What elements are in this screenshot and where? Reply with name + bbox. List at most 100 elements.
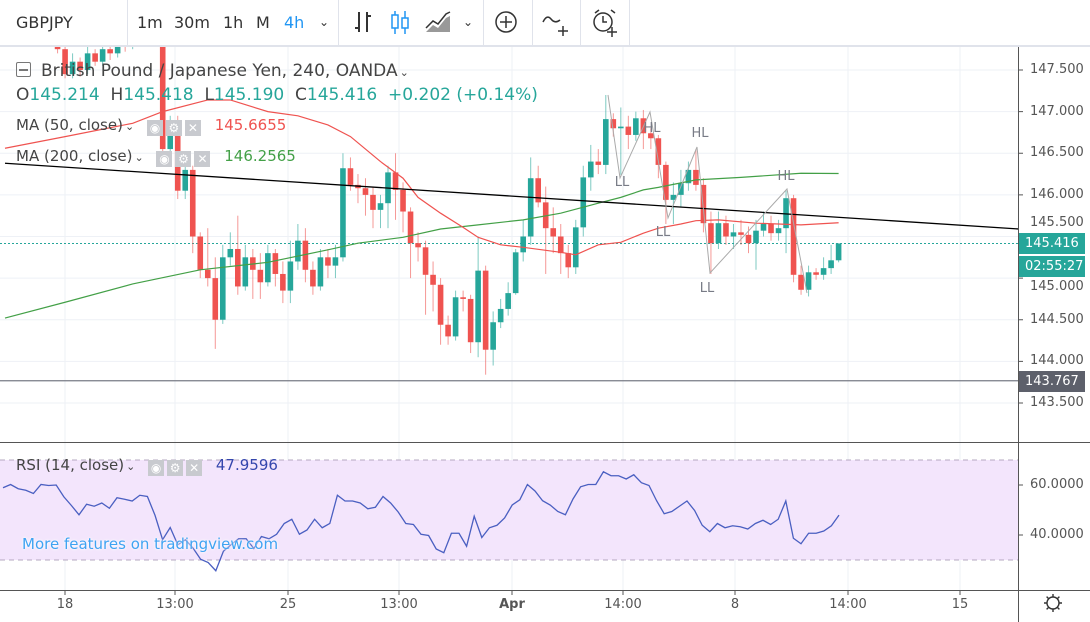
alert-clock-icon[interactable] [590,0,620,45]
settings-gear-icon[interactable] [1044,594,1062,612]
candle-up [670,194,677,200]
candle-down [708,223,714,244]
candle-down [655,138,662,165]
candle-down [738,232,744,235]
bars-icon[interactable] [352,0,374,45]
gear-icon[interactable]: ⚙ [165,120,182,136]
eye-icon[interactable]: ◉ [148,460,165,476]
rsi-legend: RSI (14, close) ⌄ ◉ ⚙ ✕ 47.9596 [16,456,278,476]
chevron-down-icon[interactable]: ⌄ [463,15,474,29]
candle-down [257,269,264,283]
ma200-value: 146.2565 [224,147,296,165]
rsi-line [2,470,840,572]
candle-up [167,124,174,150]
chevron-down-icon[interactable]: ⌄ [124,120,135,133]
price-tick-label: 147.000 [1030,103,1084,119]
pattern-labels: HL LL LL HL LL HL [615,121,796,296]
area-icon[interactable] [424,0,452,45]
chevron-down-icon[interactable]: ⌄ [319,15,330,29]
close-icon[interactable]: ✕ [186,460,203,476]
close-icon[interactable]: ✕ [184,120,201,136]
rsi-tick-label: 60.0000 [1030,477,1084,492]
rsi-label[interactable]: RSI (14, close) [16,456,125,474]
ma200-label[interactable]: MA (200, close) [16,147,133,165]
candle-down [92,53,98,62]
candle-up [618,126,624,129]
time-tick-label: 15 [951,597,969,612]
candle-up [99,49,106,62]
candle-up [783,198,789,229]
price-tick-label: 144.500 [1030,311,1084,327]
candle-down [430,274,436,285]
candle-down [407,211,414,244]
interval-M[interactable]: M [256,13,270,32]
interval-1m[interactable]: 1m [137,13,163,32]
gear-icon[interactable]: ⚙ [167,460,184,476]
candle-down [798,274,804,290]
chevron-down-icon[interactable]: ⌄ [134,151,144,164]
candle-up [730,232,737,237]
close-label: C [295,85,307,105]
candle-down [595,161,602,165]
rsi-tick-label: 40.0000 [1030,527,1084,542]
time-tick-label: 13:00 [156,597,194,612]
eye-icon[interactable]: ◉ [146,120,163,136]
candle-down [663,164,669,200]
candle-down [212,278,219,320]
ma50-value: 145.6655 [214,116,287,134]
candle-down [362,188,369,195]
ma50-line [4,99,839,256]
candle-up [828,260,834,269]
chevron-down-icon[interactable]: ⌄ [126,460,136,473]
gear-icon[interactable]: ⚙ [175,151,192,167]
candle-down [550,228,557,237]
price-tick-label: 144.000 [1030,353,1084,369]
candle-up [603,119,609,165]
candle-down [204,269,211,279]
rsi-value: 47.9596 [215,456,278,474]
interval-4h[interactable]: 4h [284,13,305,32]
symbol-search-button[interactable]: GBPJPY [16,13,73,32]
candle-up [820,268,827,275]
candle-down [813,272,819,275]
pattern-label-ll: LL [615,175,630,190]
chevron-down-icon[interactable]: ⌄ [399,66,409,79]
candle-up [678,183,684,195]
toolbar-divider [127,0,128,45]
ma200-line [4,172,839,319]
candle-down [610,119,617,129]
candle-down [197,236,204,270]
time-tick-label: 14:00 [604,597,642,612]
candle-up [265,253,271,283]
candle-up [452,297,459,337]
ma50-label[interactable]: MA (50, close) [16,116,123,134]
interval-30m[interactable]: 30m [174,13,210,32]
open-value: 145.214 [29,85,100,105]
candles-icon[interactable] [389,0,411,45]
price-tick-label: 143.500 [1030,395,1084,410]
candle-up [835,243,842,261]
indicators-icon[interactable] [541,0,571,45]
candle-down [625,126,632,135]
candle-down [107,49,113,54]
candle-down [467,298,474,343]
candle-down [648,133,654,139]
toolbar-divider [532,0,533,45]
price-tick-label: 147.500 [1030,62,1084,77]
candle-up [587,161,594,178]
candle-down [693,169,699,185]
tradingview-link[interactable]: More features on tradingview.com [22,535,279,553]
candle-up [633,118,639,135]
interval-1h[interactable]: 1h [223,13,244,32]
series-legend-title[interactable]: British Pound / Japanese Yen, 240, OANDA… [16,61,409,81]
candle-down [159,46,166,150]
close-icon[interactable]: ✕ [194,151,211,167]
add-circle-icon[interactable] [493,0,519,45]
collapse-icon[interactable] [16,62,31,77]
toolbar-divider [338,0,339,45]
low-label: L [204,85,214,105]
candle-down [745,234,752,244]
eye-icon[interactable]: ◉ [156,151,173,167]
trendline[interactable] [4,162,1019,230]
